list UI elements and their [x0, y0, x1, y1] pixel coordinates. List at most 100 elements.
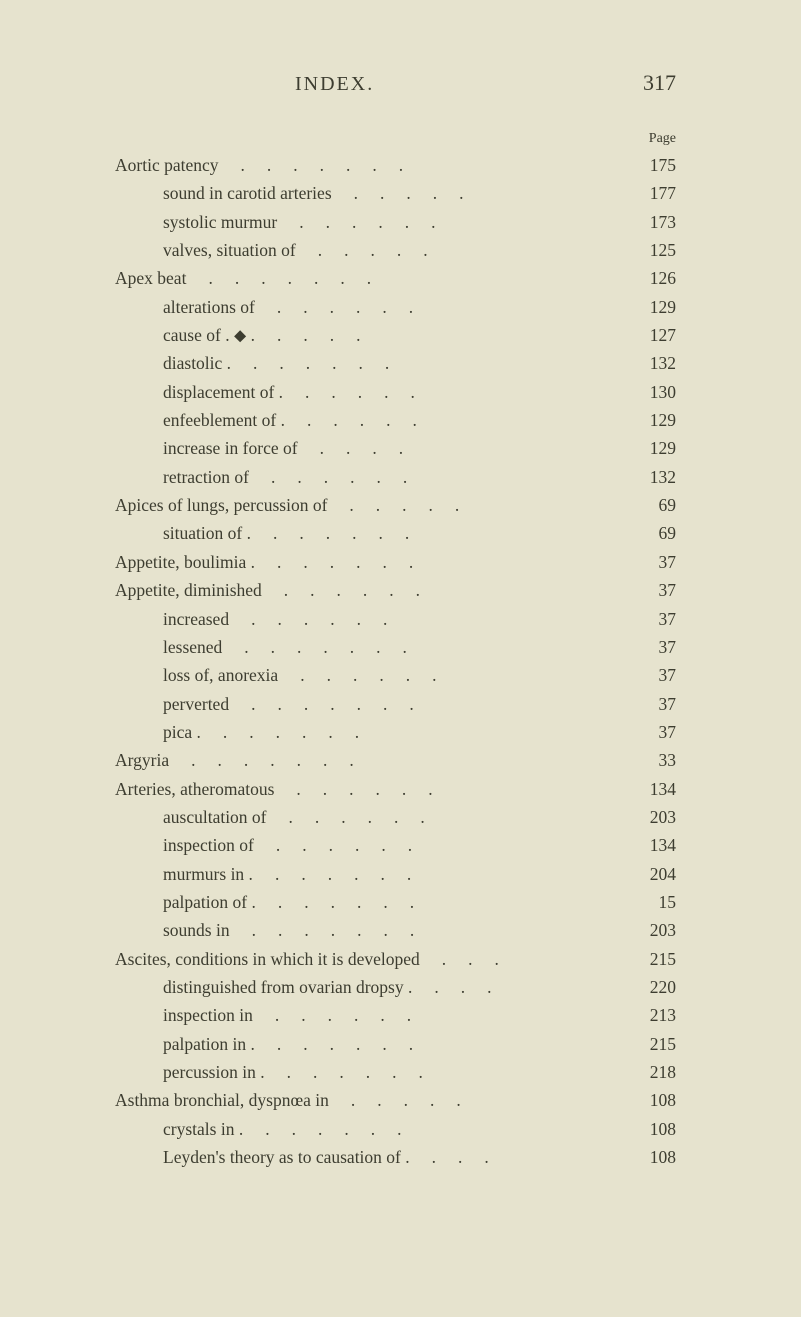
entry-dots: ......: [255, 297, 435, 317]
index-entry: 69situation of .......: [115, 519, 706, 547]
index-entry: 134Arteries, atheromatous......: [115, 775, 706, 803]
entry-dots: .....: [285, 410, 439, 430]
entry-text: distinguished from ovarian dropsy .: [163, 977, 412, 997]
entry-dots: ......: [265, 1062, 445, 1082]
entry-dots: ......: [253, 864, 433, 884]
entry-page-number: 132: [642, 463, 706, 491]
entry-dots: ......: [277, 212, 457, 232]
entry-text: retraction of: [163, 467, 249, 487]
entry-text: loss of, anorexia: [163, 665, 278, 685]
entry-text: Arteries, atheromatous: [115, 779, 274, 799]
index-entry: 37pica .......: [115, 718, 706, 746]
entry-text: Appetite, boulimia .: [115, 552, 255, 572]
index-entry: 203sounds in.......: [115, 916, 706, 944]
entry-page-number: 37: [651, 718, 707, 746]
index-entry: 37loss of, anorexia......: [115, 661, 706, 689]
index-entry: 132 retraction of......: [115, 463, 706, 491]
index-entry: 69Apices of lungs, percussion of.....: [115, 491, 706, 519]
entry-page-number: 132: [642, 349, 706, 377]
entry-dots: ......: [201, 722, 381, 742]
index-title: INDEX.: [295, 73, 374, 96]
entry-text: palpation in .: [163, 1034, 255, 1054]
entry-page-number: 129: [642, 293, 706, 321]
entry-text: auscultation of: [163, 807, 267, 827]
entry-text: systolic murmur: [163, 212, 277, 232]
index-entry: 218percussion in .......: [115, 1058, 706, 1086]
entry-text: situation of .: [163, 523, 251, 543]
entry-text: Apices of lungs, percussion of: [115, 495, 327, 515]
entry-dots: ......: [255, 1034, 435, 1054]
entry-dots: .....: [283, 382, 437, 402]
index-entry: 108Leyden's theory as to causation of ..…: [115, 1143, 706, 1171]
index-entry: 132diastolic .......: [115, 349, 706, 377]
index-entry: 175Aortic patency.......: [115, 151, 706, 179]
entry-text: Ascites, conditions in which it is devel…: [115, 949, 420, 969]
index-entry: 134inspection of......: [115, 831, 706, 859]
index-entry: 177sound in carotid arteries.....: [115, 179, 706, 207]
index-entry: 173 systolic murmur......: [115, 208, 706, 236]
entry-text: percussion in .: [163, 1062, 265, 1082]
entry-dots: ......: [243, 1119, 423, 1139]
index-entry: 130displacement of ......: [115, 378, 706, 406]
entry-dots: .....: [327, 495, 481, 515]
entry-text: Asthma bronchial, dyspnœa in: [115, 1090, 329, 1110]
index-entry: 215Ascites, conditions in which it is de…: [115, 945, 706, 973]
index-entry: 203auscultation of......: [115, 803, 706, 831]
index-entry: 129enfeeblement of ......: [115, 406, 706, 434]
entry-text: increase in force of: [163, 438, 298, 458]
entry-text: enfeeblement of .: [163, 410, 285, 430]
index-entry: 213inspection in......: [115, 1001, 706, 1029]
entry-dots: ......: [231, 353, 411, 373]
entry-text: lessened: [163, 637, 222, 657]
entry-page-number: 203: [642, 916, 706, 944]
index-entry: 37 lessened.......: [115, 633, 706, 661]
entry-page-number: 108: [642, 1086, 706, 1114]
entry-page-number: 37: [651, 661, 707, 689]
entry-dots: ......: [249, 467, 429, 487]
entry-page-number: 175: [642, 151, 706, 179]
entry-page-number: 215: [642, 1030, 706, 1058]
entry-text: displacement of .: [163, 382, 283, 402]
entry-text: Argyria: [115, 750, 169, 770]
entry-dots: ...: [412, 977, 513, 997]
entry-dots: .......: [222, 637, 429, 657]
entry-page-number: 126: [642, 264, 706, 292]
entry-page-number: 127: [642, 321, 706, 349]
entry-dots: ......: [262, 580, 442, 600]
entry-text: increased: [163, 609, 229, 629]
index-entry: 215 palpation in .......: [115, 1030, 706, 1058]
entry-text: Appetite, diminished: [115, 580, 262, 600]
entry-page-number: 204: [642, 860, 706, 888]
entry-dots: .......: [229, 694, 436, 714]
index-entry: 204murmurs in .......: [115, 860, 706, 888]
index-entry: 15palpation of .......: [115, 888, 706, 916]
entry-page-number: 69: [651, 519, 707, 547]
entry-page-number: 173: [642, 208, 706, 236]
entry-dots: ......: [253, 1005, 433, 1025]
page-column-label: Page: [115, 131, 706, 147]
entry-page-number: 37: [651, 690, 707, 718]
entry-text: palpation of .: [163, 892, 256, 912]
entry-page-number: 213: [642, 1001, 706, 1029]
index-entry: 125valves, situation of.....: [115, 236, 706, 264]
entry-text: valves, situation of: [163, 240, 296, 260]
entry-dots: .......: [186, 268, 393, 288]
entry-text: Apex beat: [115, 268, 186, 288]
entry-text: sounds in: [163, 920, 230, 940]
entry-page-number: 108: [642, 1143, 706, 1171]
entry-text: crystals in .: [163, 1119, 243, 1139]
index-entry: 108crystals in .......: [115, 1115, 706, 1143]
entry-dots: .....: [332, 183, 486, 203]
entry-page-number: 37: [651, 576, 707, 604]
entry-text: cause of . ⬥ .: [163, 325, 255, 345]
entry-page-number: 37: [651, 633, 707, 661]
entry-dots: ....: [298, 438, 426, 458]
entry-dots: ...: [420, 949, 521, 969]
entry-dots: ...: [410, 1147, 511, 1167]
entry-dots: ....: [255, 325, 383, 345]
entry-page-number: 220: [642, 973, 706, 1001]
entry-text: alterations of: [163, 297, 255, 317]
index-entry: 129 alterations of......: [115, 293, 706, 321]
index-entry: 220 distinguished from ovarian dropsy ...…: [115, 973, 706, 1001]
index-entry: 126 Apex beat.......: [115, 264, 706, 292]
